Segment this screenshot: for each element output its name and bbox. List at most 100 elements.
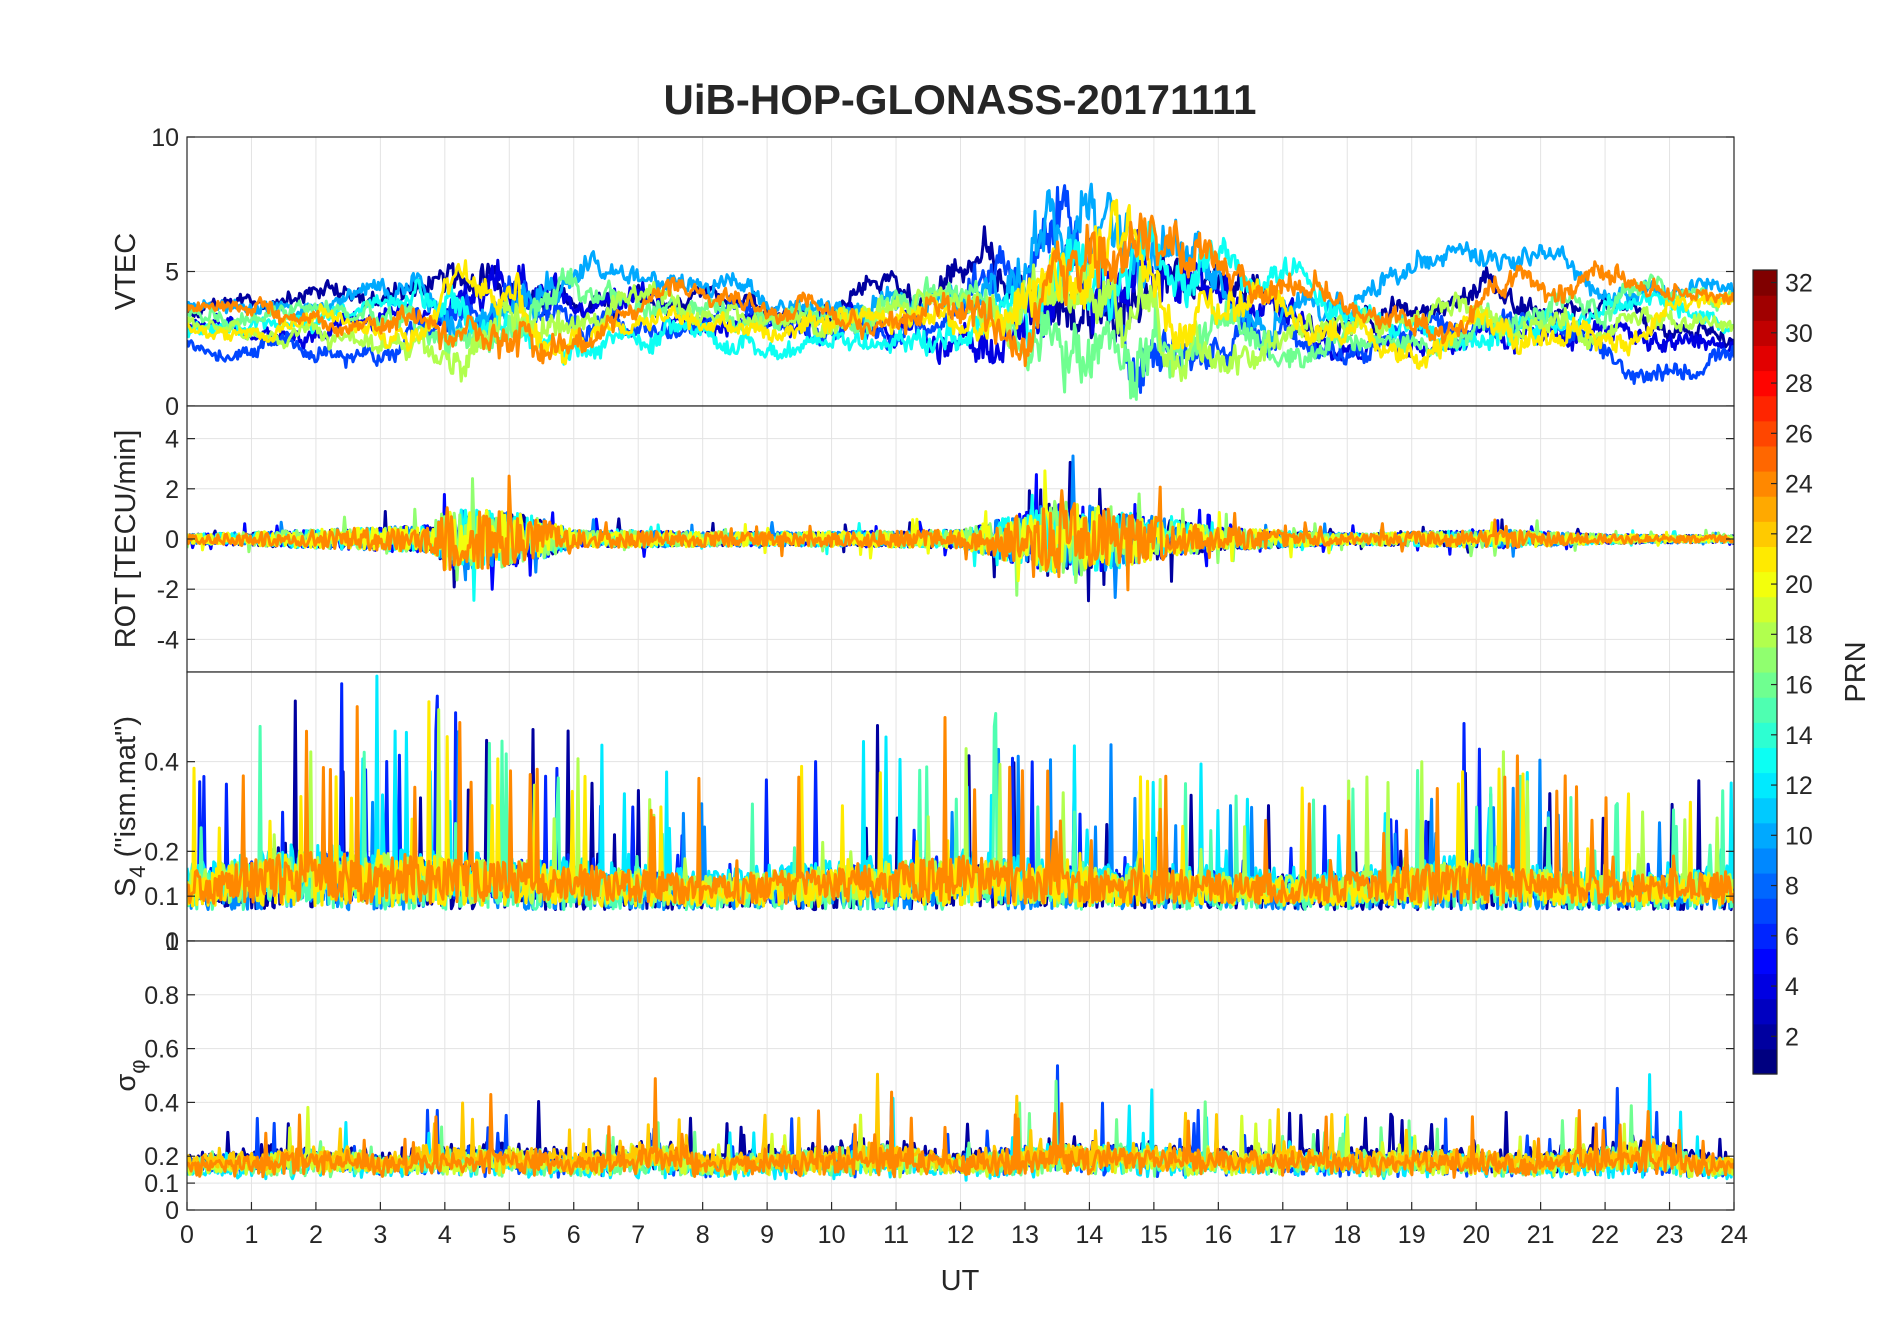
x-tick-label: 12 bbox=[947, 1221, 975, 1249]
x-tick-label: 9 bbox=[760, 1221, 774, 1249]
colorbar-tick-label: 6 bbox=[1785, 923, 1799, 951]
x-tick-label: 20 bbox=[1462, 1221, 1490, 1249]
colorbar-tick-label: 8 bbox=[1785, 873, 1799, 901]
panel-sigma-y-label: σφ bbox=[110, 1059, 150, 1091]
y-tick-label: 0 bbox=[165, 928, 179, 956]
panel-vtec: 0 5 10 VTEC bbox=[110, 124, 1735, 421]
colorbar-tick-label: 24 bbox=[1785, 471, 1813, 499]
x-tick-label: 23 bbox=[1656, 1221, 1684, 1249]
x-tick-label: 13 bbox=[1011, 1221, 1039, 1249]
y-tick-label: 0.4 bbox=[144, 1089, 179, 1117]
x-tick-label: 4 bbox=[438, 1221, 452, 1249]
y-tick-label: -2 bbox=[157, 576, 179, 604]
panel-s4-series bbox=[187, 674, 1734, 912]
colorbar-segment bbox=[1753, 596, 1777, 623]
colorbar-segment bbox=[1753, 345, 1777, 372]
y-label-main: σ bbox=[110, 1074, 142, 1092]
colorbar-segment bbox=[1753, 445, 1777, 472]
colorbar-tick-label: 28 bbox=[1785, 370, 1813, 398]
y-label-subscript: 4 bbox=[125, 865, 150, 877]
colorbar-segment bbox=[1753, 747, 1777, 774]
series-line-prn-24 bbox=[187, 1077, 1734, 1179]
x-tick-label: 6 bbox=[567, 1221, 581, 1249]
series-line-prn-21 bbox=[187, 198, 1734, 370]
y-tick-label: 2 bbox=[165, 476, 179, 504]
x-tick-label: 10 bbox=[818, 1221, 846, 1249]
y-tick-label: 0.2 bbox=[144, 838, 179, 866]
colorbar-segment bbox=[1753, 797, 1777, 824]
y-tick-label: 1 bbox=[165, 928, 179, 956]
x-axis-label: UT bbox=[941, 1265, 980, 1297]
x-tick-label: 24 bbox=[1720, 1221, 1748, 1249]
y-tick-label: 0.1 bbox=[144, 883, 179, 911]
y-tick-label: 0 bbox=[165, 526, 179, 554]
colorbar-tick-label: 30 bbox=[1785, 320, 1813, 348]
y-tick-label: 10 bbox=[151, 124, 179, 152]
x-tick-label: 0 bbox=[180, 1221, 194, 1249]
chart-title: UiB-HOP-GLONASS-20171111 bbox=[664, 76, 1257, 123]
panel-rot: -4 -2 0 2 4 ROT [TECU/min] bbox=[110, 405, 1735, 673]
colorbar-segment bbox=[1753, 295, 1777, 321]
colorbar-segment bbox=[1753, 697, 1777, 723]
panel-vtec-y-label: VTEC bbox=[110, 233, 142, 310]
y-tick-label: 0.8 bbox=[144, 982, 179, 1010]
x-tick-label: 8 bbox=[696, 1221, 710, 1249]
x-tick-label: 19 bbox=[1398, 1221, 1426, 1249]
x-tick-label: 1 bbox=[245, 1221, 259, 1249]
colorbar-tick-label: 26 bbox=[1785, 420, 1813, 448]
colorbar-tick-label: 4 bbox=[1785, 973, 1799, 1001]
series-line-prn-24 bbox=[187, 474, 1734, 592]
y-label-main: S bbox=[110, 878, 142, 897]
x-tick-label: 5 bbox=[502, 1221, 516, 1249]
colorbar-frame bbox=[1752, 269, 1778, 1075]
panel-rot-y-ticks: -4 -2 0 2 4 bbox=[157, 426, 1734, 654]
x-tick-label: 15 bbox=[1140, 1221, 1168, 1249]
y-tick-label: 4 bbox=[165, 426, 179, 454]
x-tick-label: 22 bbox=[1591, 1221, 1619, 1249]
y-tick-label: 5 bbox=[165, 259, 179, 287]
colorbar-segment bbox=[1753, 496, 1777, 522]
series-line-prn-24 bbox=[187, 705, 1734, 905]
x-axis: 0 1 2 3 4 5 6 7 8 9 10 11 12 13 14 15 16 17 18 19 20 21 22 23 24 bbox=[180, 1202, 1748, 1249]
panel-s4-y-label: S4 ("ism.mat") bbox=[110, 716, 150, 897]
colorbar-tick-label: 12 bbox=[1785, 772, 1813, 800]
y-tick-label: 0.2 bbox=[144, 1143, 179, 1171]
colorbar-tick-label: 14 bbox=[1785, 722, 1813, 750]
colorbar-tick-label: 10 bbox=[1785, 822, 1813, 850]
series-line-prn-24 bbox=[187, 212, 1734, 367]
y-label-rest: ("ism.mat") bbox=[110, 716, 142, 865]
colorbar-tick-label: 16 bbox=[1785, 672, 1813, 700]
x-tick-label: 7 bbox=[631, 1221, 645, 1249]
x-tick-label: 18 bbox=[1333, 1221, 1361, 1249]
series-line-prn-13 bbox=[187, 220, 1734, 366]
x-tick-label: 3 bbox=[373, 1221, 387, 1249]
colorbar-segment bbox=[1753, 998, 1777, 1025]
series-line-prn-21 bbox=[187, 700, 1734, 908]
colorbar-tick-label: 20 bbox=[1785, 571, 1813, 599]
x-tick-label: 16 bbox=[1204, 1221, 1232, 1249]
colorbar-segment bbox=[1753, 898, 1777, 924]
panel-vtec-series bbox=[187, 182, 1734, 401]
y-tick-label: 0.1 bbox=[144, 1170, 179, 1198]
y-tick-label: -4 bbox=[157, 626, 179, 654]
colorbar-segment bbox=[1753, 948, 1777, 975]
colorbar-segment bbox=[1753, 847, 1777, 874]
colorbar-tick-label: 18 bbox=[1785, 621, 1813, 649]
colorbar-tick-label: 22 bbox=[1785, 521, 1813, 549]
colorbar-segment bbox=[1753, 395, 1777, 422]
series-line-prn-2 bbox=[187, 225, 1734, 349]
x-tick-label: 21 bbox=[1527, 1221, 1555, 1249]
y-tick-label: 0 bbox=[165, 1197, 179, 1225]
colorbar-label: PRN bbox=[1840, 641, 1872, 702]
colorbar-segment bbox=[1753, 546, 1777, 573]
panel-sigma-series bbox=[187, 1064, 1734, 1182]
colorbar-tick-label: 32 bbox=[1785, 270, 1813, 298]
panel-s4-y-ticks: 0 0.1 0.2 0.4 bbox=[144, 749, 1734, 956]
panel-sigma-y-ticks: 00.10.20.40.60.81 bbox=[144, 928, 1734, 1225]
y-tick-label: 0.6 bbox=[144, 1036, 179, 1064]
x-tick-label: 11 bbox=[883, 1221, 909, 1249]
y-label-subscript: φ bbox=[125, 1059, 150, 1073]
